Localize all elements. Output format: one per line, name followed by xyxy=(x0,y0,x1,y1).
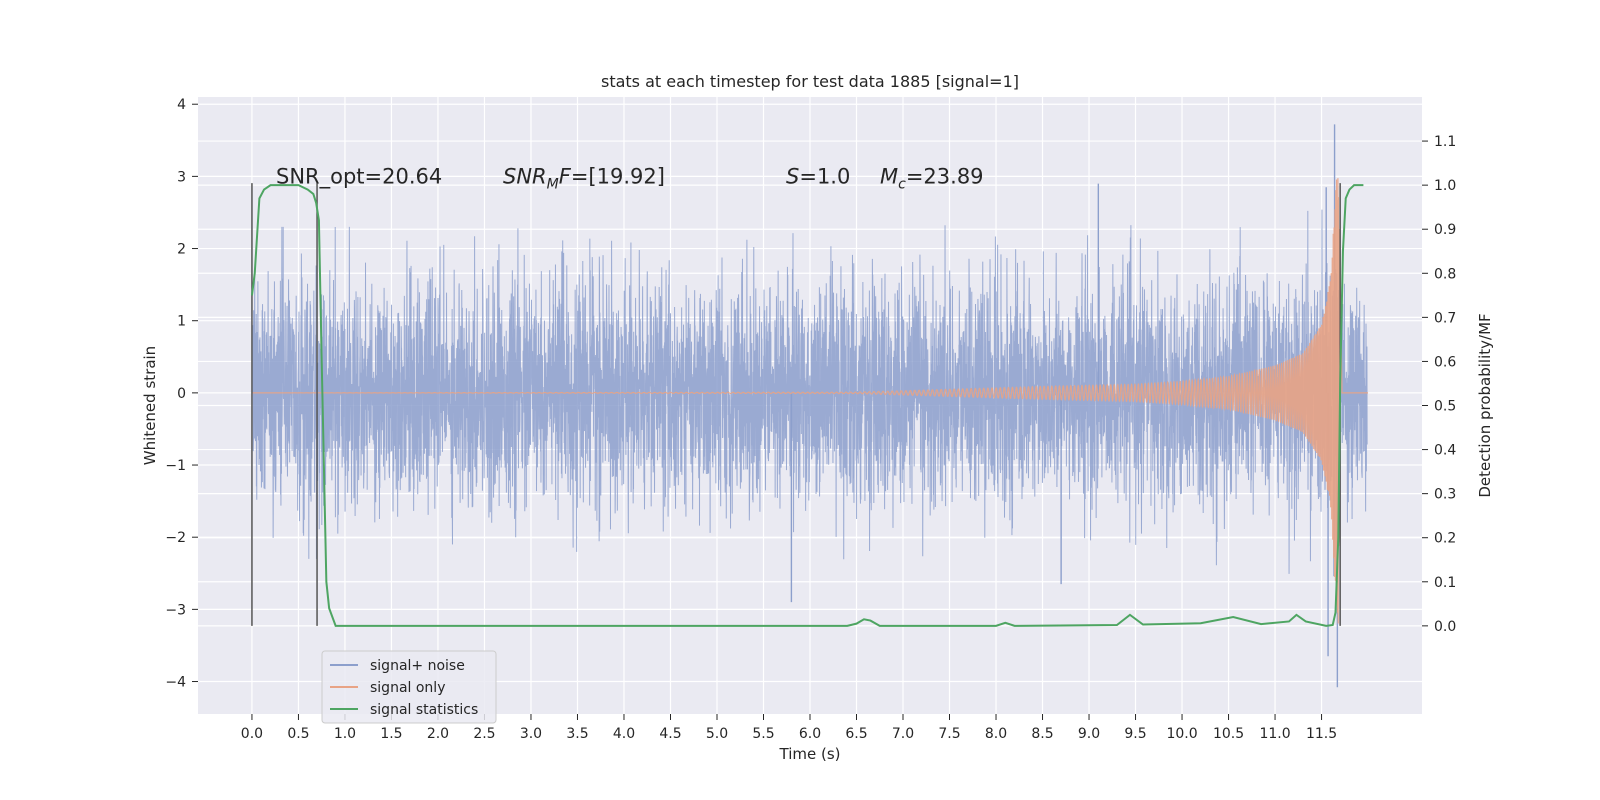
legend-label: signal statistics xyxy=(370,702,478,718)
x-tick-label: 11.5 xyxy=(1306,726,1337,742)
signal-only-line xyxy=(251,178,1369,624)
x-tick-label: 1.0 xyxy=(334,726,356,742)
y-tick-label: 2 xyxy=(177,242,186,258)
y-tick-label: −1 xyxy=(165,458,186,474)
y-axis-ticks: 4 3 2 1 0 −1 −2 −3 −4 xyxy=(165,97,198,691)
x-axis-ticks: 0.0 0.5 1.0 1.5 2.0 2.5 3.0 3.5 4.0 4.5 5.0 5.5 6.0 6… xyxy=(241,714,1337,742)
noise-series-line xyxy=(251,209,1368,582)
y-right-tick-label: 1.1 xyxy=(1434,134,1456,150)
x-tick-label: 11.0 xyxy=(1259,726,1290,742)
legend-box xyxy=(321,650,497,724)
y-tick-label: −4 xyxy=(165,675,186,691)
y-tick-label: −3 xyxy=(165,602,186,618)
y-right-tick-label: 0.2 xyxy=(1434,531,1456,547)
y-right-tick-label: 0.1 xyxy=(1434,575,1456,591)
y-right-tick-label: 0.8 xyxy=(1434,266,1456,282)
x-tick-label: 5.0 xyxy=(706,726,728,742)
y-axis-label: Whitened strain xyxy=(141,346,159,465)
statistics-series-layer xyxy=(250,184,1364,627)
x-tick-label: 4.0 xyxy=(613,726,635,742)
legend: signal+ noise signal only signal statistic… xyxy=(321,650,497,724)
y-right-tick-label: 0.4 xyxy=(1434,443,1456,459)
x-tick-label: 9.0 xyxy=(1078,726,1100,742)
x-tick-label: 8.5 xyxy=(1031,726,1053,742)
y-right-tick-label: 0.6 xyxy=(1434,354,1456,370)
x-tick-label: 6.5 xyxy=(845,726,867,742)
y-right-tick-label: 0.3 xyxy=(1434,487,1456,503)
x-tick-label: 5.5 xyxy=(752,726,774,742)
y-right-tick-label: 0.0 xyxy=(1434,619,1456,635)
x-tick-label: 10.5 xyxy=(1213,726,1244,742)
mc-annotation: Mc=23.89 xyxy=(880,164,984,192)
x-tick-label: 1.5 xyxy=(380,726,402,742)
x-axis-label: Time (s) xyxy=(779,745,841,763)
y-tick-label: 4 xyxy=(177,97,186,113)
y-tick-label: 0 xyxy=(177,386,186,402)
signal-series-layer xyxy=(251,178,1369,624)
snr-opt-annotation: SNR_opt=20.64 xyxy=(276,164,442,189)
x-tick-label: 4.5 xyxy=(659,726,681,742)
x-tick-label: 3.5 xyxy=(566,726,588,742)
y-right-axis-ticks: 1.1 1.0 0.9 0.8 0.7 0.6 0.5 0.4 0.3 0.2 0.1 0.0 xyxy=(1422,134,1456,635)
s-annotation: S=1.0 xyxy=(786,164,850,188)
x-tick-label: 10.0 xyxy=(1166,726,1197,742)
x-tick-label: 2.0 xyxy=(427,726,449,742)
snr-mf-annotation: SNRMF=[19.92] xyxy=(503,164,665,192)
y-tick-label: −2 xyxy=(165,530,186,546)
x-tick-label: 3.0 xyxy=(520,726,542,742)
chart-title: stats at each timestep for test data 188… xyxy=(601,72,1019,91)
y-right-tick-label: 0.7 xyxy=(1434,310,1456,326)
y-right-tick-label: 0.5 xyxy=(1434,399,1456,415)
legend-label: signal+ noise xyxy=(370,658,465,674)
legend-label: signal only xyxy=(370,680,445,696)
x-tick-label: 0.5 xyxy=(287,726,309,742)
x-tick-label: 9.5 xyxy=(1124,726,1146,742)
y-tick-label: 3 xyxy=(177,169,186,185)
y-right-axis-label: Detection probability/MF xyxy=(1476,313,1494,497)
y-tick-label: 1 xyxy=(177,314,186,330)
y-right-tick-label: 1.0 xyxy=(1434,178,1456,194)
x-tick-label: 8.0 xyxy=(985,726,1007,742)
statistics-line xyxy=(250,184,1364,627)
x-tick-label: 0.0 xyxy=(241,726,263,742)
annotations: SNR_opt=20.64 SNRMF=[19.92] S=1.0 Mc=23.89 xyxy=(276,164,984,192)
y-right-tick-label: 0.9 xyxy=(1434,222,1456,238)
x-tick-label: 7.0 xyxy=(892,726,914,742)
x-tick-label: 2.5 xyxy=(473,726,495,742)
x-tick-label: 7.5 xyxy=(938,726,960,742)
x-tick-label: 6.0 xyxy=(799,726,821,742)
